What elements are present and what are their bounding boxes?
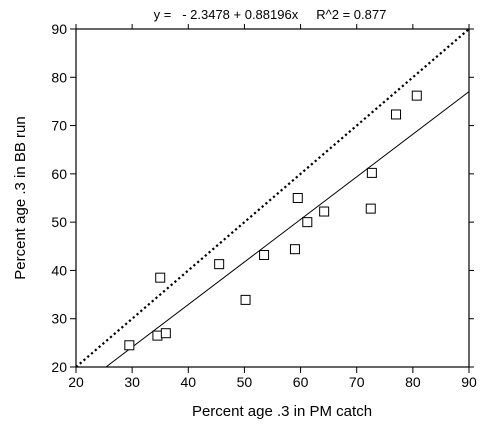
data-point	[366, 167, 377, 178]
x-tick-label: 60	[293, 374, 309, 390]
x-tick-label: 20	[68, 374, 84, 390]
data-point	[319, 206, 330, 217]
data-point	[391, 109, 402, 120]
y-tick-label: 50	[51, 214, 67, 230]
plot-area	[76, 29, 469, 367]
y-tick-label: 20	[51, 359, 67, 375]
y-tick-label: 70	[51, 118, 67, 134]
data-point	[411, 90, 422, 101]
data-point	[152, 330, 163, 341]
y-tick-label: 30	[51, 311, 67, 327]
y-tick-label: 80	[51, 69, 67, 85]
y-axis-title: Percent age .3 in BB run	[12, 116, 29, 279]
data-point	[365, 203, 376, 214]
chart-title: y = - 2.3478 + 0.88196x R^2 = 0.877	[154, 7, 387, 22]
x-tick-label: 70	[349, 374, 365, 390]
y-tick-label: 90	[51, 21, 67, 37]
data-point	[160, 328, 171, 339]
identity-line	[76, 29, 469, 367]
regression-line	[105, 91, 469, 367]
y-tick-label: 60	[51, 166, 67, 182]
data-point	[155, 272, 166, 283]
x-axis-title: Percent age .3 in PM catch	[192, 403, 372, 420]
data-point	[289, 244, 300, 255]
x-tick-label: 90	[461, 374, 477, 390]
axes: 20 30 40 50 60 70 80 90 20 30 40 50 60 70 80 90	[51, 21, 477, 390]
data-point	[259, 249, 270, 260]
x-tick-label: 80	[405, 374, 421, 390]
y-tick-label: 40	[51, 262, 67, 278]
data-point	[124, 340, 135, 351]
data-point	[240, 294, 251, 305]
plot-frame	[75, 28, 470, 368]
data-point	[302, 217, 313, 228]
data-point	[214, 259, 225, 270]
x-tick-label: 40	[180, 374, 196, 390]
x-tick-label: 30	[124, 374, 140, 390]
data-point	[292, 193, 303, 203]
x-tick-label: 50	[237, 374, 253, 390]
